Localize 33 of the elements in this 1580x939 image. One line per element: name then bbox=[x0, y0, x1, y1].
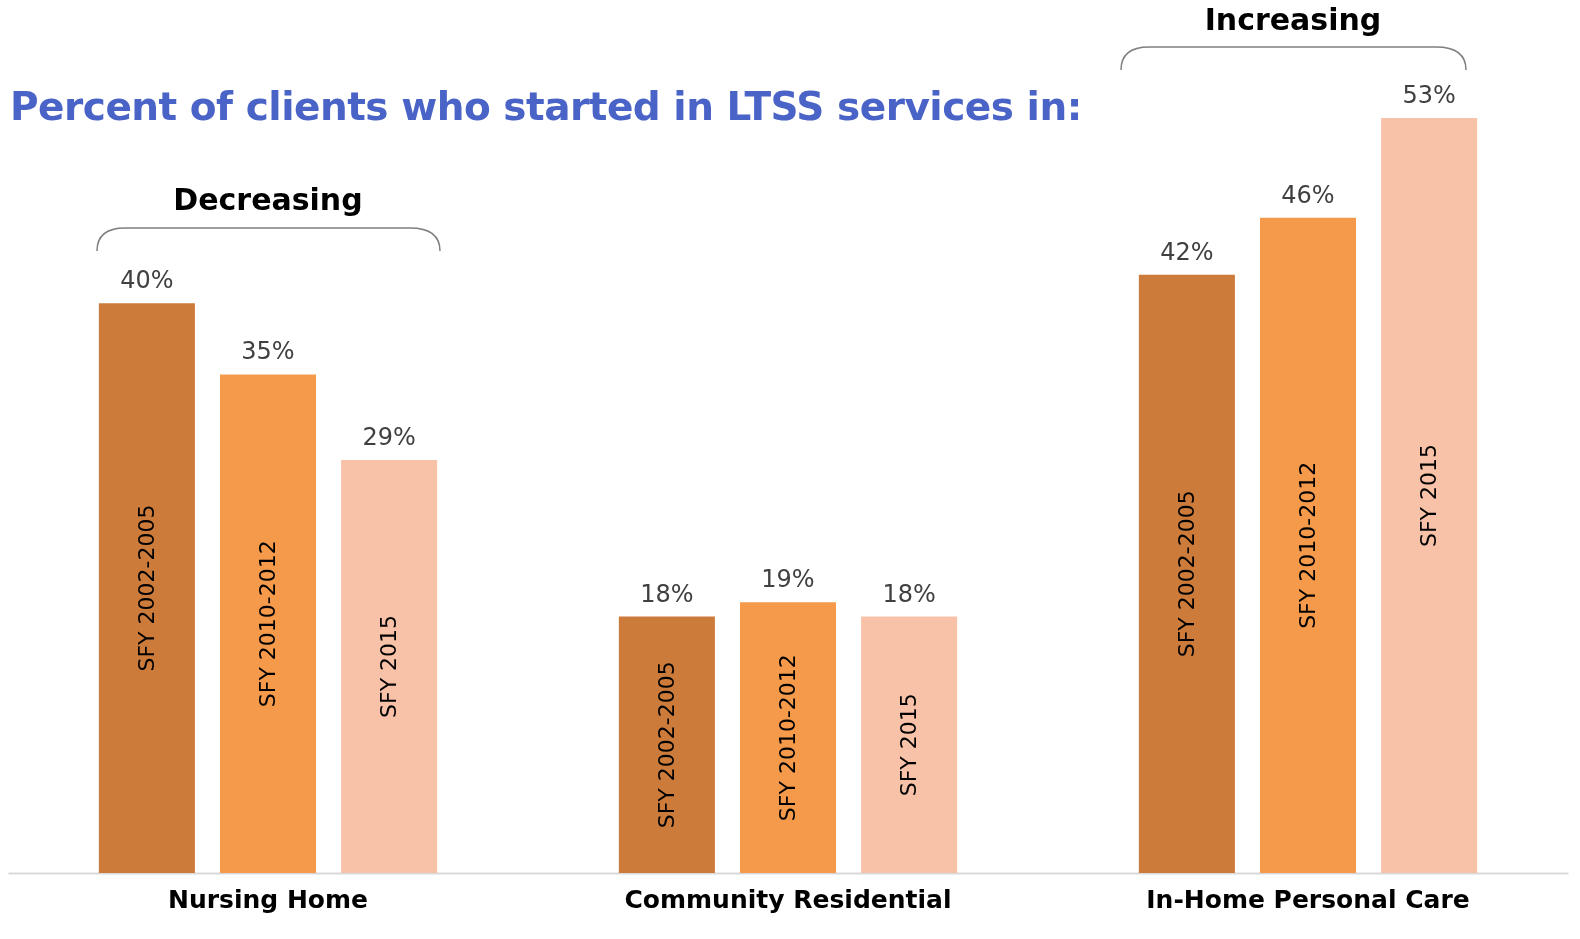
bar bbox=[98, 303, 195, 873]
data-label: 46% bbox=[1281, 180, 1335, 209]
text: Increasing bbox=[1204, 2, 1382, 37]
x-tick-label: Nursing Home bbox=[168, 884, 368, 914]
series-label: SFY 2002-2005 bbox=[653, 661, 679, 829]
bar bbox=[618, 616, 715, 873]
data-label: 53% bbox=[1402, 81, 1456, 109]
bar bbox=[219, 374, 317, 873]
data-label: 35% bbox=[241, 337, 295, 366]
x-tick-label: Community Residential bbox=[624, 884, 952, 914]
bar bbox=[739, 602, 837, 873]
text: SFY 2015 bbox=[896, 693, 922, 797]
data-label: 42% bbox=[1160, 237, 1214, 266]
series-label: SFY 2015 bbox=[376, 614, 402, 718]
text: SFY 2010-2012 bbox=[255, 540, 280, 708]
data-label: 29% bbox=[362, 422, 416, 451]
x-tick-label: In-Home Personal Care bbox=[1146, 884, 1470, 914]
bar bbox=[861, 616, 958, 873]
text: SFY 2002-2005 bbox=[1173, 490, 1199, 658]
bar bbox=[341, 459, 438, 873]
text: SFY 2010-2012 bbox=[1295, 461, 1320, 629]
data-label: 40% bbox=[120, 266, 174, 295]
text: SFY 2015 bbox=[1416, 443, 1442, 548]
data-label: 18% bbox=[882, 579, 936, 608]
text: SFY 2002-2005 bbox=[133, 504, 159, 672]
bar bbox=[1381, 118, 1478, 873]
series-label: SFY 2010-2012 bbox=[775, 654, 800, 822]
bar bbox=[1259, 217, 1357, 873]
data-label: 18% bbox=[640, 579, 694, 608]
data-label: 19% bbox=[761, 565, 815, 594]
annotation: Decreasing bbox=[173, 182, 363, 217]
bar bbox=[1138, 274, 1235, 873]
chart-title: Percent of clients who started in LTSS services in: bbox=[10, 84, 1082, 129]
